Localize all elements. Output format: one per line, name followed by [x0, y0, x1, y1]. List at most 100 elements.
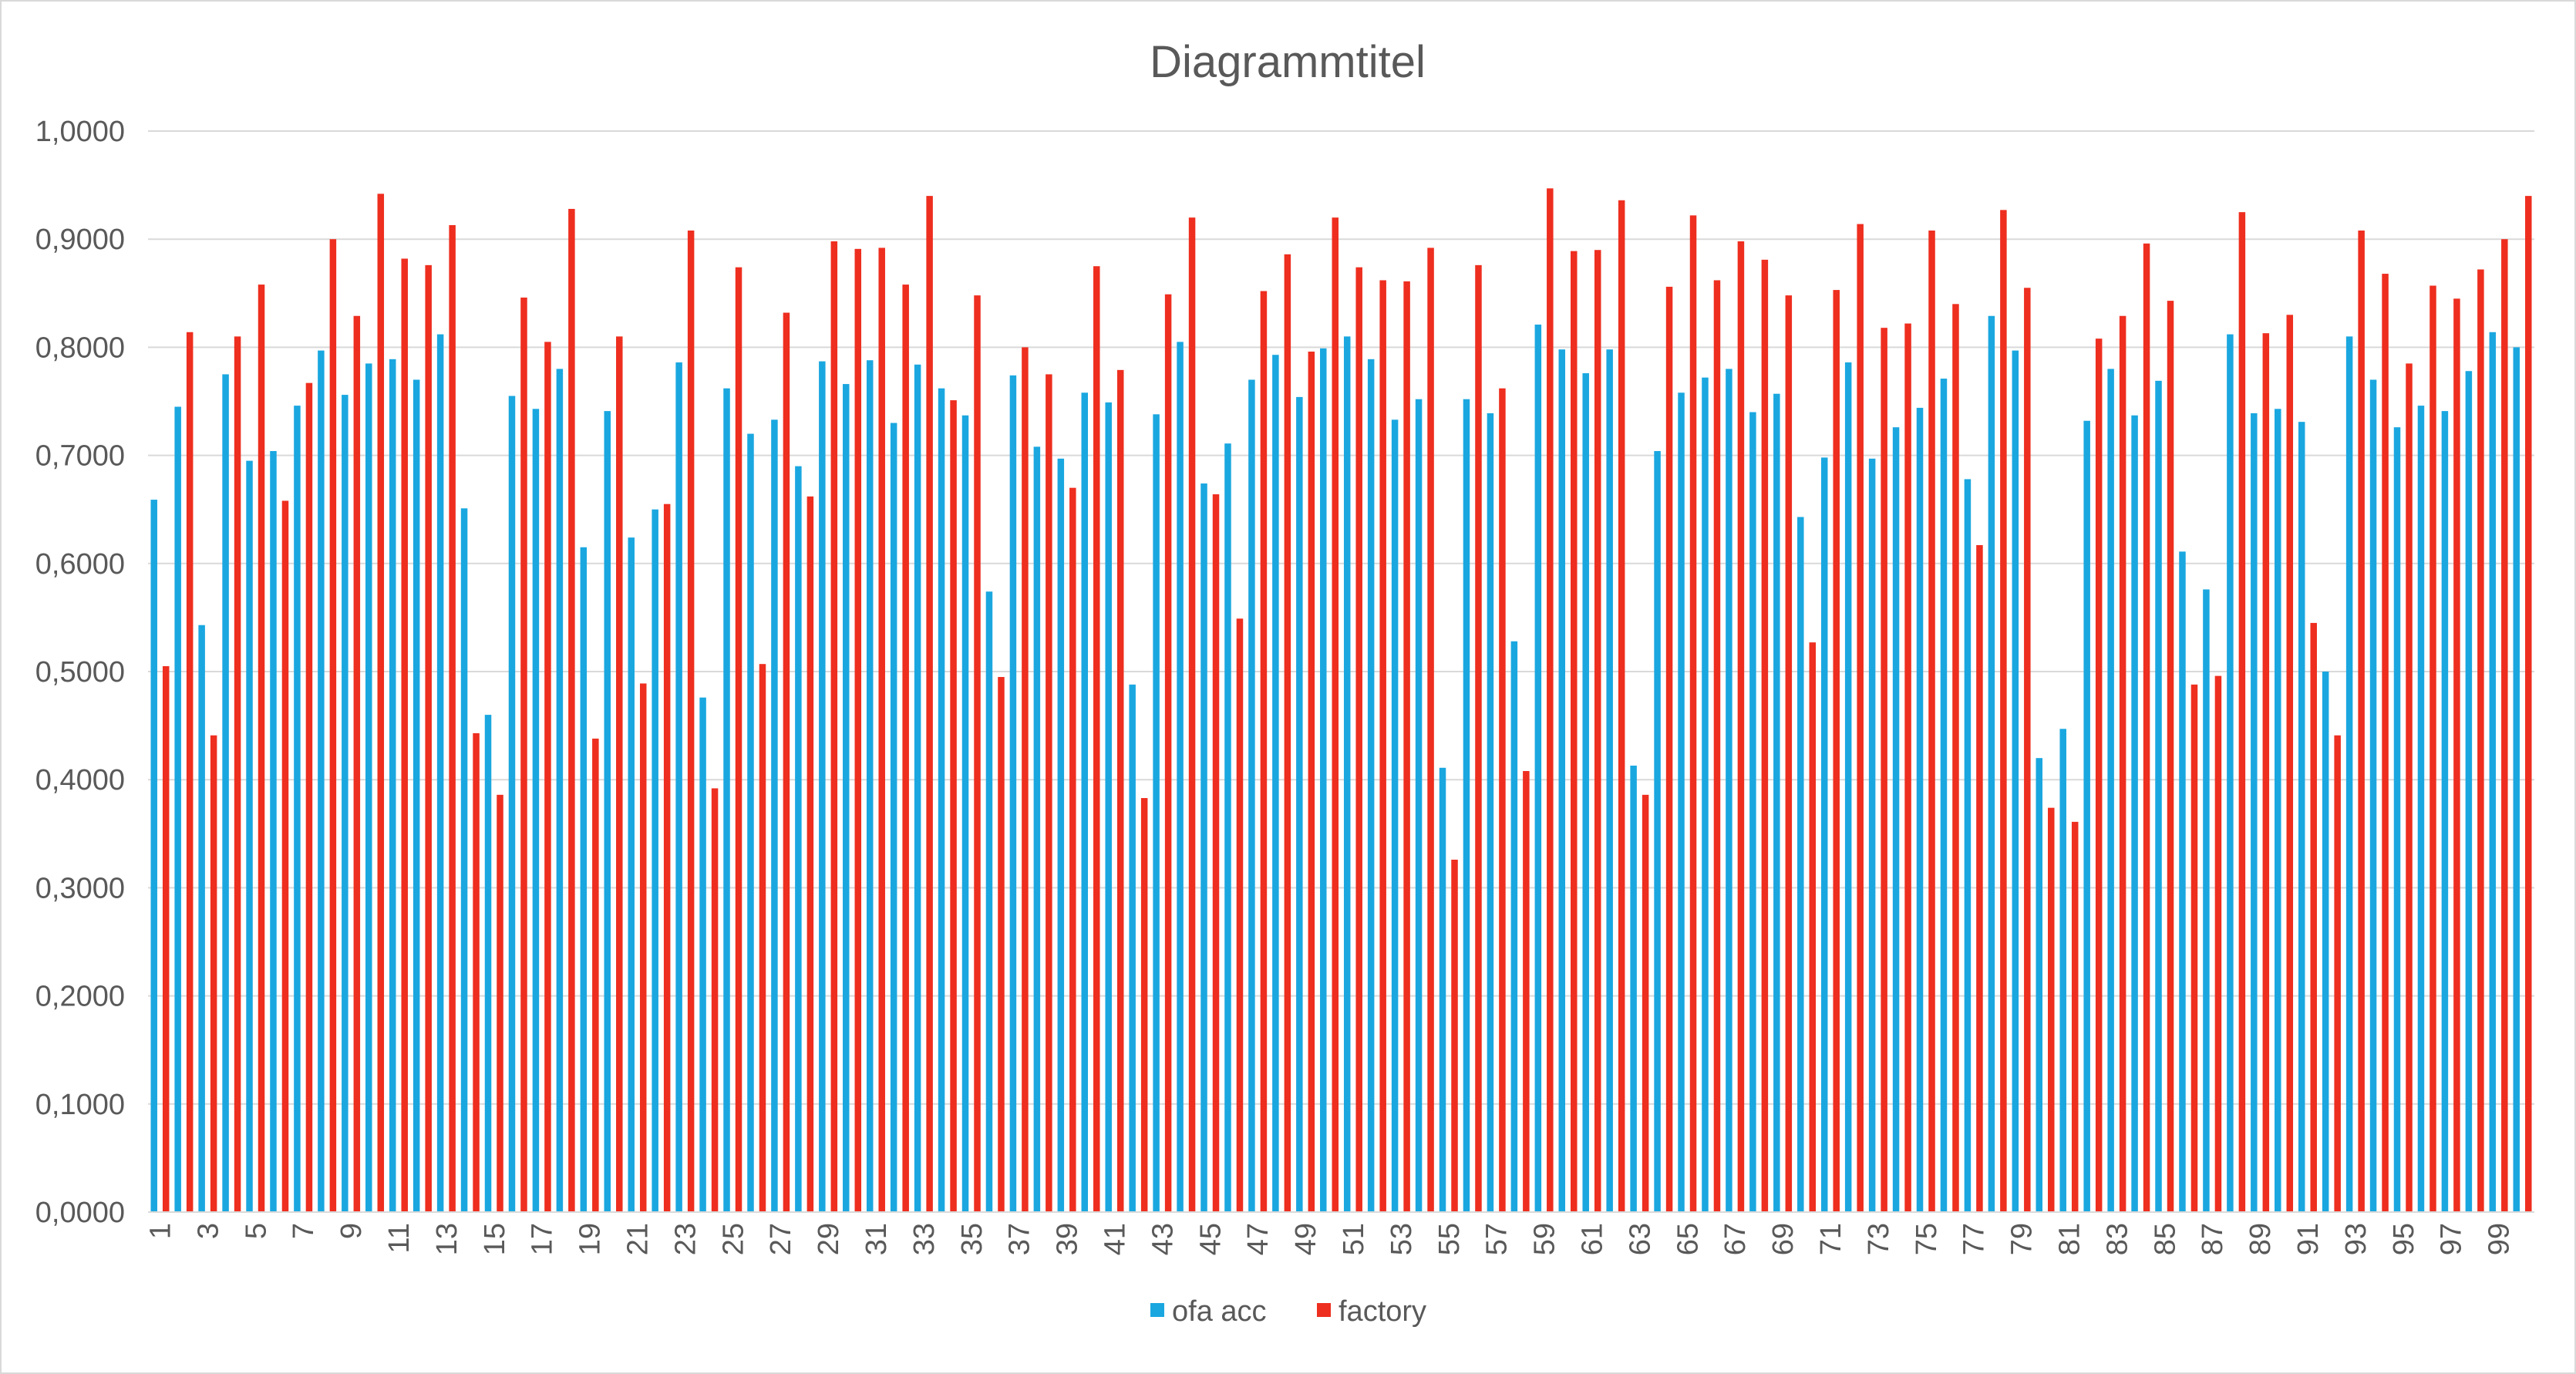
bar-factory-4: [234, 336, 241, 1212]
bar-ofa-acc-37: [1009, 375, 1017, 1213]
bar-factory-57: [1499, 388, 1506, 1213]
bar-ofa-acc-24: [699, 697, 706, 1212]
legend-entry-factory[interactable]: factory: [1317, 1295, 1426, 1328]
bar-factory-1: [162, 665, 170, 1212]
bar-ofa-acc-76: [1940, 379, 1948, 1212]
bar-ofa-acc-52: [1367, 359, 1375, 1212]
legend-label: factory: [1339, 1295, 1426, 1328]
bar-ofa-acc-93: [2345, 336, 2353, 1212]
bar-factory-74: [1904, 323, 1911, 1212]
bar-ofa-acc-81: [2059, 729, 2066, 1212]
bar-ofa-acc-77: [1964, 479, 1972, 1212]
bar-ofa-acc-64: [1654, 450, 1661, 1212]
bar-ofa-acc-73: [1868, 458, 1876, 1212]
bar-ofa-acc-11: [389, 359, 396, 1212]
bar-factory-50: [1332, 217, 1339, 1212]
bar-ofa-acc-75: [1916, 407, 1924, 1213]
bar-factory-52: [1379, 280, 1386, 1213]
x-tick-label: 75: [1911, 1223, 1943, 1255]
bar-ofa-acc-91: [2298, 422, 2305, 1212]
bar-factory-64: [1665, 286, 1673, 1212]
x-tick-label: 63: [1624, 1223, 1656, 1255]
x-tick-label: 91: [2292, 1223, 2325, 1255]
bar-factory-91: [2310, 622, 2317, 1212]
bar-ofa-acc-12: [412, 379, 420, 1213]
bar-ofa-acc-50: [1320, 348, 1327, 1212]
x-tick-label: 41: [1099, 1223, 1132, 1255]
bar-ofa-acc-23: [675, 362, 682, 1212]
bar-factory-39: [1069, 487, 1076, 1212]
legend-entry-ofa-acc[interactable]: ofa acc: [1150, 1295, 1267, 1328]
bar-ofa-acc-69: [1773, 393, 1780, 1213]
bar-ofa-acc-38: [1033, 446, 1041, 1212]
bar-ofa-acc-51: [1343, 336, 1351, 1212]
bar-factory-42: [1140, 798, 1148, 1212]
bar-ofa-acc-28: [795, 466, 802, 1212]
y-tick-label: 0,5000: [35, 656, 125, 689]
x-tick-label: 43: [1147, 1223, 1179, 1255]
bar-ofa-acc-20: [604, 411, 611, 1212]
bar-ofa-acc-65: [1678, 392, 1685, 1212]
bar-factory-31: [878, 248, 885, 1212]
bar-factory-81: [2071, 821, 2079, 1212]
bar-factory-56: [1475, 264, 1482, 1213]
bar-factory-46: [1236, 618, 1244, 1212]
x-tick-label: 31: [860, 1223, 893, 1255]
bar-ofa-acc-71: [1820, 457, 1828, 1212]
bar-ofa-acc-54: [1415, 399, 1423, 1213]
legend-swatch: [1150, 1303, 1164, 1317]
bar-factory-21: [639, 683, 647, 1212]
legend[interactable]: ofa acc factory: [1150, 1295, 1426, 1328]
x-tick-label: 7: [288, 1223, 320, 1239]
bar-factory-20: [616, 336, 623, 1212]
bar-ofa-acc-82: [2083, 420, 2090, 1212]
bar-factory-76: [1952, 304, 1959, 1212]
bar-factory-51: [1355, 267, 1362, 1212]
bar-factory-53: [1403, 281, 1410, 1212]
bar-ofa-acc-44: [1177, 342, 1184, 1212]
x-tick-label: 57: [1481, 1223, 1514, 1255]
bar-factory-94: [2382, 274, 2389, 1212]
bar-factory-97: [2453, 298, 2460, 1212]
x-tick-label: 13: [431, 1223, 463, 1255]
bar-ofa-acc-59: [1534, 324, 1542, 1213]
bar-ofa-acc-46: [1224, 443, 1231, 1212]
bar-ofa-acc-16: [508, 396, 516, 1212]
y-tick-label: 0,4000: [35, 764, 125, 796]
bar-factory-87: [2214, 675, 2222, 1212]
bar-factory-45: [1212, 494, 1220, 1212]
bar-ofa-acc-90: [2275, 409, 2281, 1212]
bar-factory-3: [210, 735, 217, 1212]
bar-factory-88: [2238, 212, 2246, 1212]
bar-ofa-acc-15: [484, 715, 492, 1212]
bar-factory-89: [2262, 333, 2270, 1212]
bar-factory-49: [1308, 352, 1315, 1212]
bar-ofa-acc-7: [294, 406, 301, 1212]
bar-ofa-acc-18: [556, 369, 564, 1213]
x-tick-label: 5: [240, 1223, 272, 1239]
bar-ofa-acc-9: [342, 395, 349, 1212]
x-tick-label: 71: [1815, 1223, 1847, 1255]
bar-factory-54: [1427, 248, 1434, 1212]
bar-ofa-acc-26: [747, 433, 754, 1212]
bar-factory-33: [926, 196, 933, 1212]
bar-ofa-acc-1: [150, 500, 157, 1212]
bar-ofa-acc-39: [1057, 458, 1065, 1212]
bar-factory-14: [473, 732, 480, 1212]
x-tick-label: 77: [1958, 1223, 1991, 1255]
bar-factory-12: [425, 264, 432, 1213]
y-tick-label: 0,0000: [35, 1197, 125, 1229]
x-tick-label: 21: [622, 1223, 655, 1255]
bar-ofa-acc-88: [2227, 334, 2234, 1213]
legend-label: ofa acc: [1172, 1295, 1267, 1328]
bar-factory-2: [186, 332, 194, 1212]
bar-factory-30: [854, 248, 862, 1212]
bar-ofa-acc-43: [1153, 414, 1160, 1212]
bar-factory-80: [2048, 807, 2055, 1212]
bar-ofa-acc-29: [819, 361, 826, 1212]
bar-factory-24: [711, 788, 719, 1212]
bar-ofa-acc-31: [866, 360, 874, 1213]
bar-factory-63: [1642, 794, 1649, 1212]
bar-factory-71: [1833, 290, 1840, 1213]
x-tick-label: 47: [1242, 1223, 1275, 1255]
